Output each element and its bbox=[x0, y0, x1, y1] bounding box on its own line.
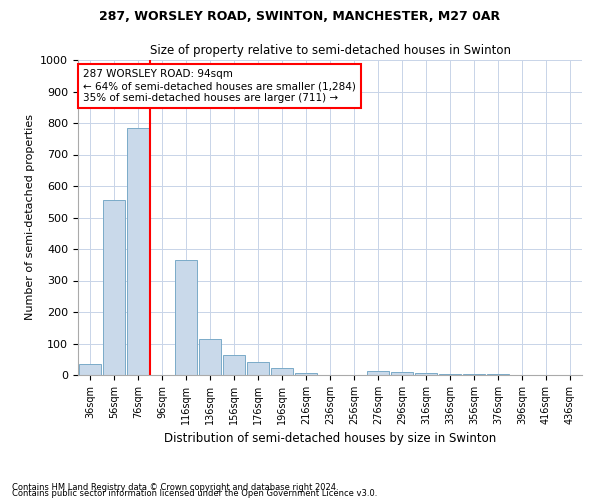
Bar bbox=[295, 373, 317, 375]
Text: Contains public sector information licensed under the Open Government Licence v3: Contains public sector information licen… bbox=[12, 490, 377, 498]
Bar bbox=[103, 200, 125, 375]
Bar bbox=[463, 374, 485, 375]
Title: Size of property relative to semi-detached houses in Swinton: Size of property relative to semi-detach… bbox=[149, 44, 511, 58]
Bar bbox=[487, 374, 509, 375]
Bar bbox=[175, 260, 197, 375]
Bar bbox=[247, 362, 269, 375]
Bar bbox=[223, 355, 245, 375]
Bar bbox=[367, 371, 389, 375]
Bar bbox=[199, 339, 221, 375]
X-axis label: Distribution of semi-detached houses by size in Swinton: Distribution of semi-detached houses by … bbox=[164, 432, 496, 446]
Bar bbox=[391, 372, 413, 375]
Text: 287 WORSLEY ROAD: 94sqm
← 64% of semi-detached houses are smaller (1,284)
35% of: 287 WORSLEY ROAD: 94sqm ← 64% of semi-de… bbox=[83, 70, 356, 102]
Bar bbox=[271, 368, 293, 375]
Bar bbox=[79, 364, 101, 375]
Text: 287, WORSLEY ROAD, SWINTON, MANCHESTER, M27 0AR: 287, WORSLEY ROAD, SWINTON, MANCHESTER, … bbox=[100, 10, 500, 23]
Text: Contains HM Land Registry data © Crown copyright and database right 2024.: Contains HM Land Registry data © Crown c… bbox=[12, 484, 338, 492]
Bar bbox=[439, 374, 461, 375]
Bar bbox=[415, 373, 437, 375]
Y-axis label: Number of semi-detached properties: Number of semi-detached properties bbox=[25, 114, 35, 320]
Bar bbox=[127, 128, 149, 375]
